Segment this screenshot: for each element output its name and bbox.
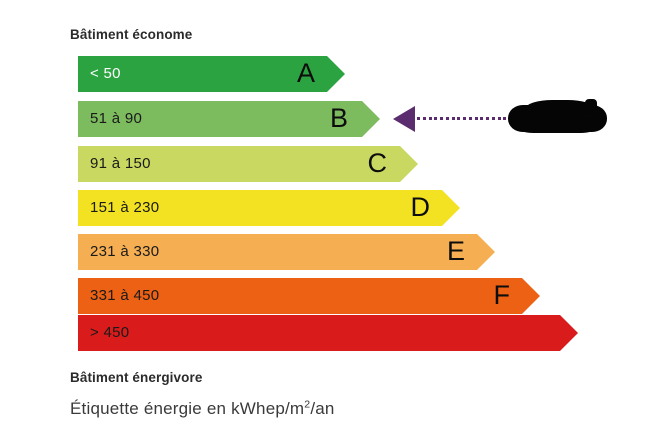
energy-band-g: > 450 xyxy=(78,315,578,351)
band-range-label: > 450 xyxy=(90,324,130,341)
energy-band-b: 51 à 90 B xyxy=(78,101,380,137)
marker-leader-line xyxy=(417,117,509,120)
band-range-label: 151 à 230 xyxy=(90,199,160,216)
band-range-label: 91 à 150 xyxy=(90,155,151,172)
energy-band-f: 331 à 450 F xyxy=(78,278,540,314)
leader-dot xyxy=(480,117,484,120)
band-letter-d: D xyxy=(410,192,431,222)
leader-dot xyxy=(491,117,495,120)
band-arrow-shape xyxy=(78,190,460,226)
leader-dot xyxy=(474,117,478,120)
leader-dot xyxy=(440,117,443,120)
marker-triangle-icon xyxy=(393,106,415,132)
energy-band-e: 231 à 330 E xyxy=(78,234,495,270)
band-letter-f: F xyxy=(493,280,511,310)
unit-superscript: 2 xyxy=(304,398,311,411)
caption-economical-building: Bâtiment économe xyxy=(70,27,193,42)
band-range-label: < 50 xyxy=(90,65,121,82)
leader-dot xyxy=(434,117,438,120)
energy-band-d: 151 à 230 D xyxy=(78,190,460,226)
band-arrow-shape xyxy=(78,278,540,314)
leader-dot xyxy=(503,117,507,120)
energy-band-c: 91 à 150 C xyxy=(78,146,418,182)
leader-dot xyxy=(417,117,420,120)
leader-dot xyxy=(463,117,466,120)
band-range-label: 51 à 90 xyxy=(90,110,143,127)
caption-energy-unit: Étiquette énergie en kWhep/m2/an xyxy=(70,399,335,419)
band-letter-a: A xyxy=(296,58,315,88)
redaction-tab-shape xyxy=(585,99,597,111)
leader-dot xyxy=(486,117,489,120)
band-arrow-shape xyxy=(78,56,345,92)
leader-dot xyxy=(445,117,449,120)
unit-suffix: /an xyxy=(310,399,335,418)
band-range-label: 331 à 450 xyxy=(90,287,160,304)
leader-dot xyxy=(468,117,472,120)
band-arrow-shape xyxy=(78,234,495,270)
redaction-tail-shape xyxy=(516,119,598,133)
unit-prefix: Étiquette énergie en kWhep/m xyxy=(70,399,305,418)
leader-dot xyxy=(428,117,432,120)
band-letter-b: B xyxy=(329,103,348,133)
leader-dot xyxy=(497,117,501,120)
band-range-label: 231 à 330 xyxy=(90,243,160,260)
leader-dot xyxy=(457,117,461,120)
leader-dot xyxy=(422,117,426,120)
band-letter-c: C xyxy=(367,148,388,178)
energy-band-a: < 50 A xyxy=(78,56,345,92)
band-arrow-shape xyxy=(78,146,418,182)
band-arrow-shape xyxy=(78,315,578,351)
leader-dot xyxy=(451,117,455,120)
band-letter-e: E xyxy=(446,236,465,266)
redacted-value-blob xyxy=(508,99,607,134)
redaction-bump-shape xyxy=(526,100,594,116)
band-arrow-shape xyxy=(78,101,380,137)
caption-energy-hungry-building: Bâtiment énergivore xyxy=(70,370,203,385)
